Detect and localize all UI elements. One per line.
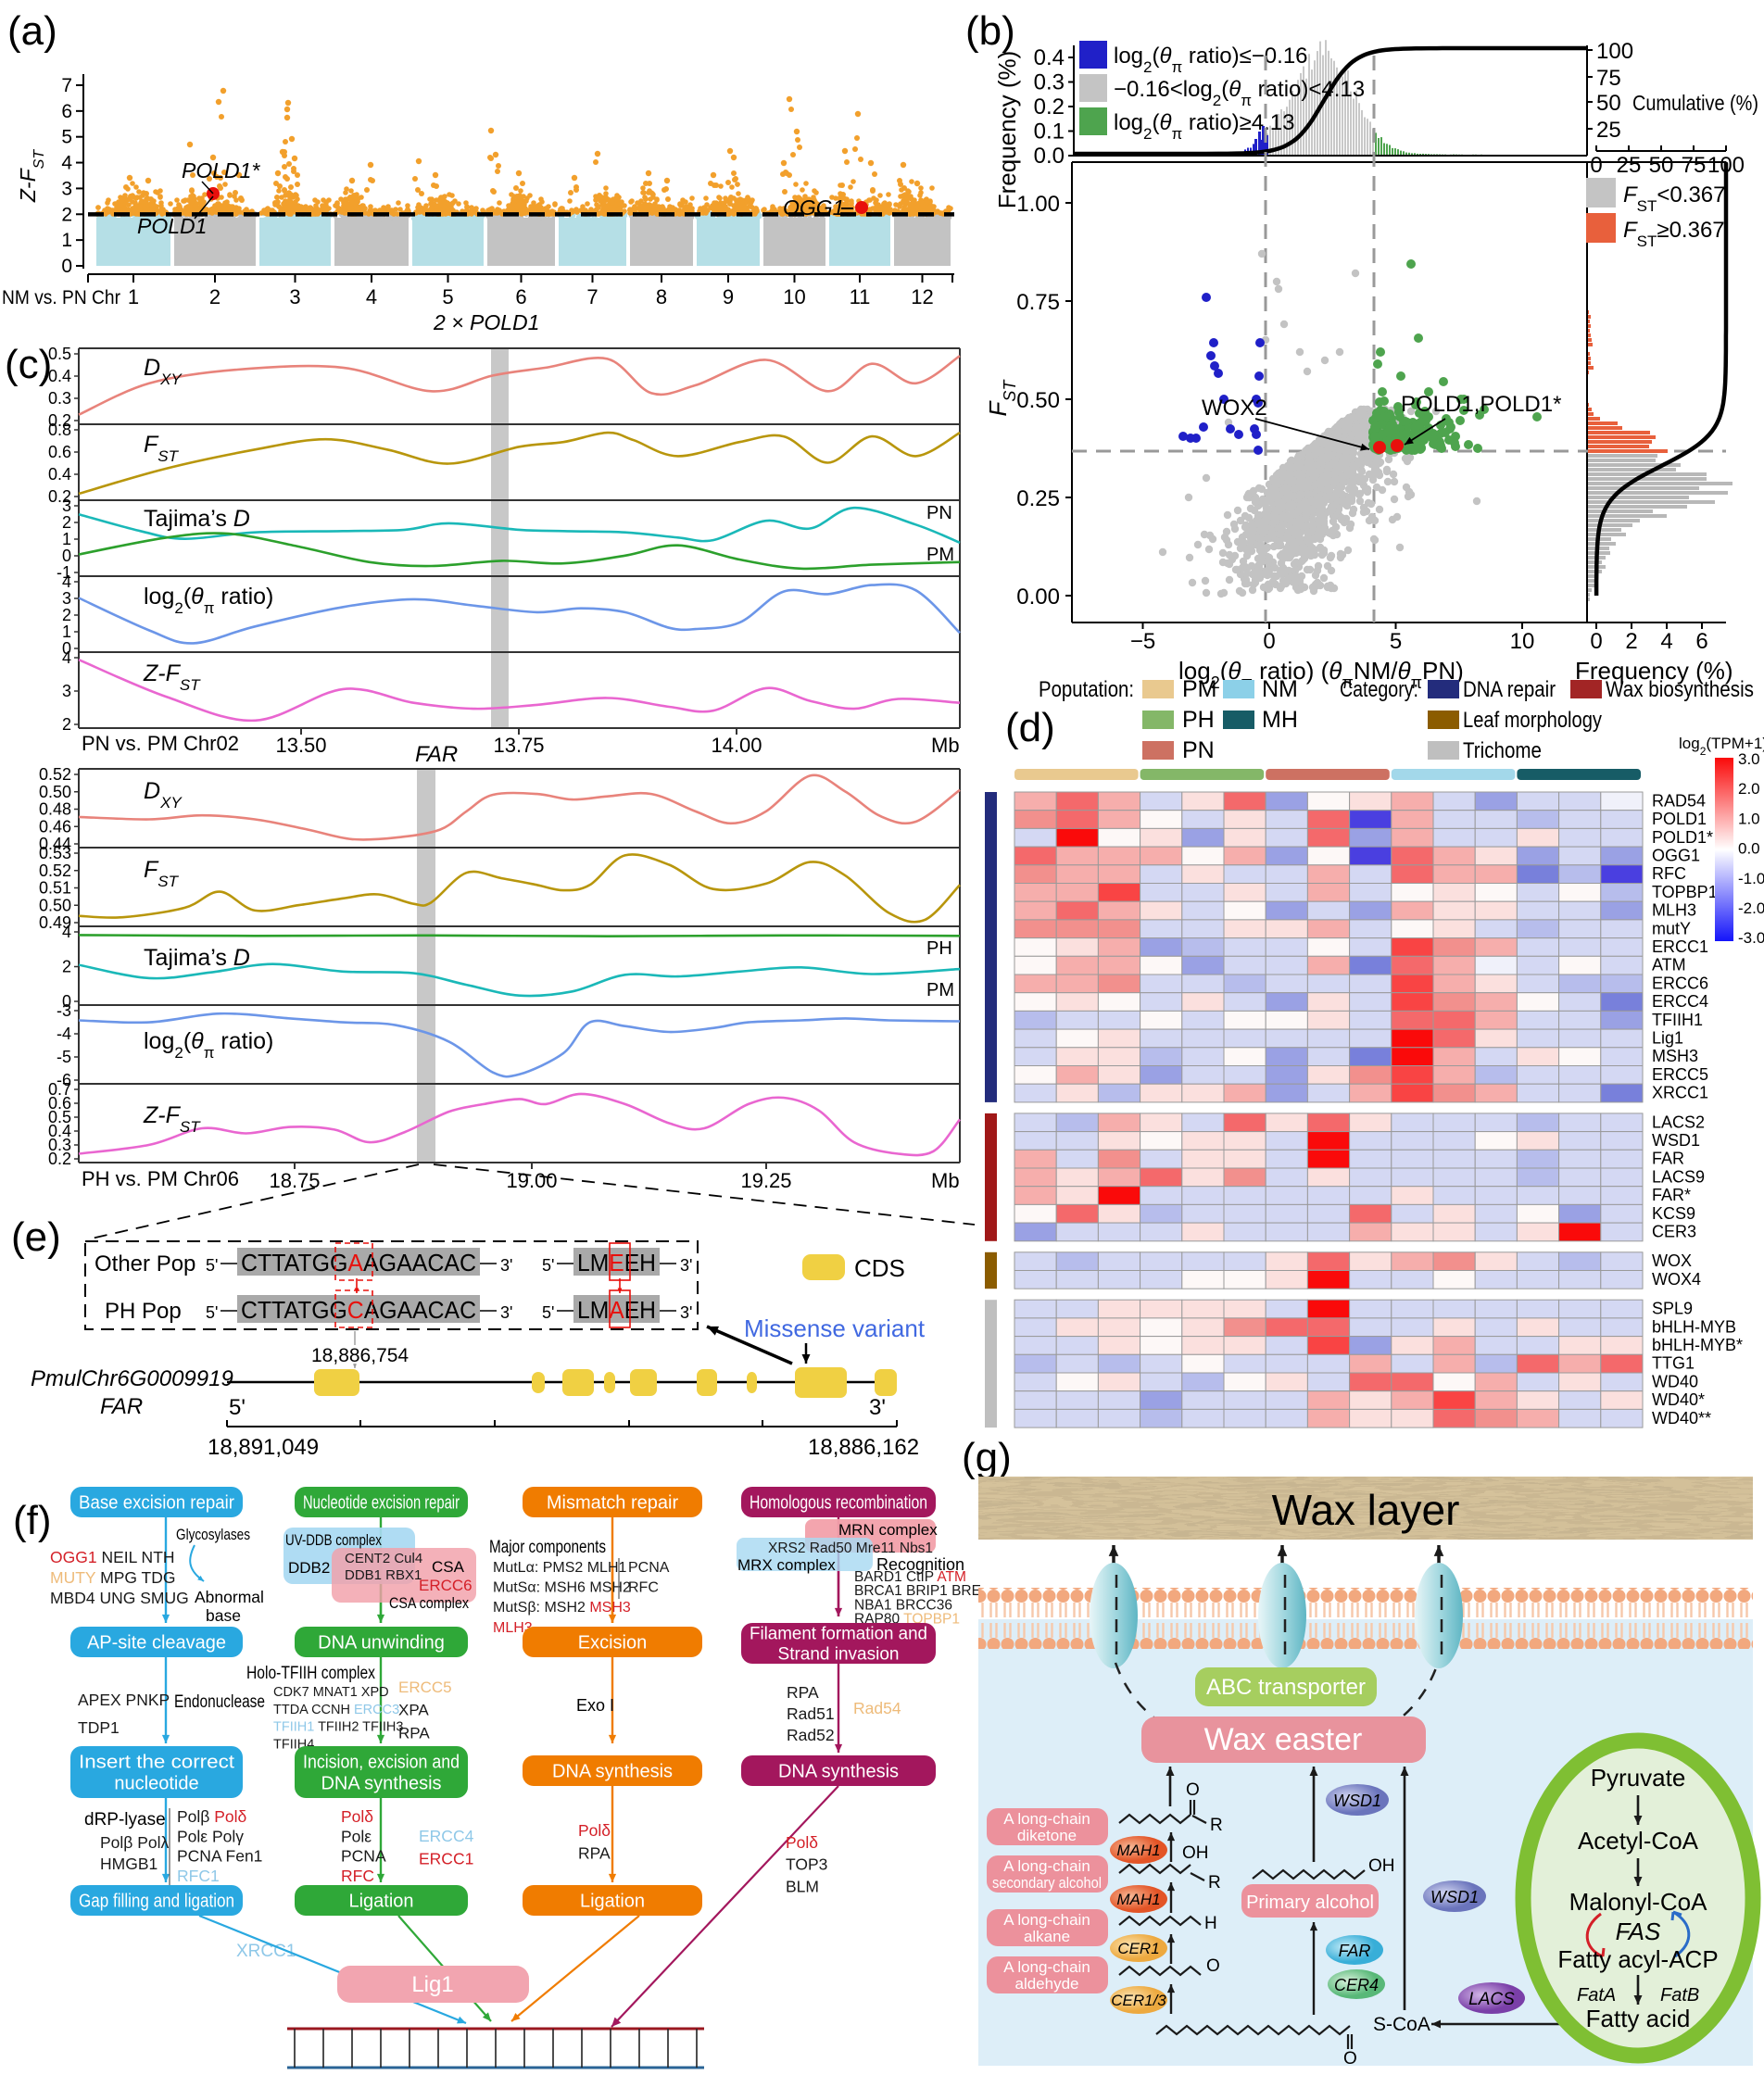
svg-text:NM vs. PN Chr: NM vs. PN Chr: [2, 287, 120, 308]
svg-text:10: 10: [1510, 629, 1535, 654]
svg-text:75: 75: [1596, 66, 1621, 91]
svg-text:5: 5: [61, 127, 72, 148]
svg-text:2: 2: [209, 285, 220, 308]
svg-text:POLD1: POLD1: [137, 214, 207, 238]
svg-text:0: 0: [1590, 153, 1602, 178]
svg-text:0.25: 0.25: [1016, 486, 1060, 511]
svg-text:0.2: 0.2: [1034, 94, 1065, 119]
svg-text:OGG1: OGG1: [783, 195, 844, 220]
svg-text:Frequency (%): Frequency (%): [993, 51, 1021, 209]
svg-text:3: 3: [289, 285, 300, 308]
svg-text:7: 7: [586, 285, 598, 308]
svg-text:2 × POLD1: 2 × POLD1: [433, 310, 539, 334]
svg-text:0.1: 0.1: [1034, 119, 1065, 145]
svg-text:50: 50: [1596, 91, 1621, 116]
svg-text:11: 11: [850, 285, 871, 308]
svg-text:75: 75: [1682, 153, 1707, 178]
svg-text:6: 6: [61, 101, 72, 122]
svg-text:1: 1: [61, 230, 72, 251]
svg-text:9: 9: [723, 285, 734, 308]
svg-text:1: 1: [128, 285, 139, 308]
svg-text:0.00: 0.00: [1016, 585, 1060, 610]
svg-text:25: 25: [1596, 118, 1621, 143]
svg-text:50: 50: [1649, 153, 1674, 178]
svg-text:0.50: 0.50: [1016, 388, 1060, 413]
svg-text:0.4: 0.4: [1034, 45, 1065, 70]
svg-text:4: 4: [366, 285, 377, 308]
svg-text:100: 100: [1596, 39, 1633, 64]
svg-text:5: 5: [1390, 629, 1402, 654]
svg-text:12: 12: [911, 285, 933, 308]
svg-text:0: 0: [61, 256, 72, 277]
svg-text:Cumulative (%): Cumulative (%): [1632, 91, 1758, 115]
svg-text:0.0: 0.0: [1034, 144, 1065, 169]
svg-text:(a): (a): [7, 8, 57, 54]
svg-text:8: 8: [656, 285, 667, 308]
svg-text:0: 0: [1263, 629, 1275, 654]
svg-text:0.3: 0.3: [1034, 70, 1065, 95]
svg-text:−5: −5: [1130, 629, 1155, 654]
svg-text:7: 7: [61, 75, 72, 96]
svg-text:(b): (b): [965, 8, 1015, 54]
svg-text:0.75: 0.75: [1016, 290, 1060, 315]
svg-text:3: 3: [61, 178, 72, 199]
svg-text:2: 2: [61, 204, 72, 225]
svg-text:POLD1*: POLD1*: [182, 158, 260, 182]
svg-text:5: 5: [442, 285, 453, 308]
svg-text:25: 25: [1617, 153, 1642, 178]
svg-text:4: 4: [61, 153, 72, 174]
svg-text:6: 6: [515, 285, 526, 308]
svg-text:10: 10: [783, 285, 805, 308]
svg-text:1.00: 1.00: [1016, 192, 1060, 217]
